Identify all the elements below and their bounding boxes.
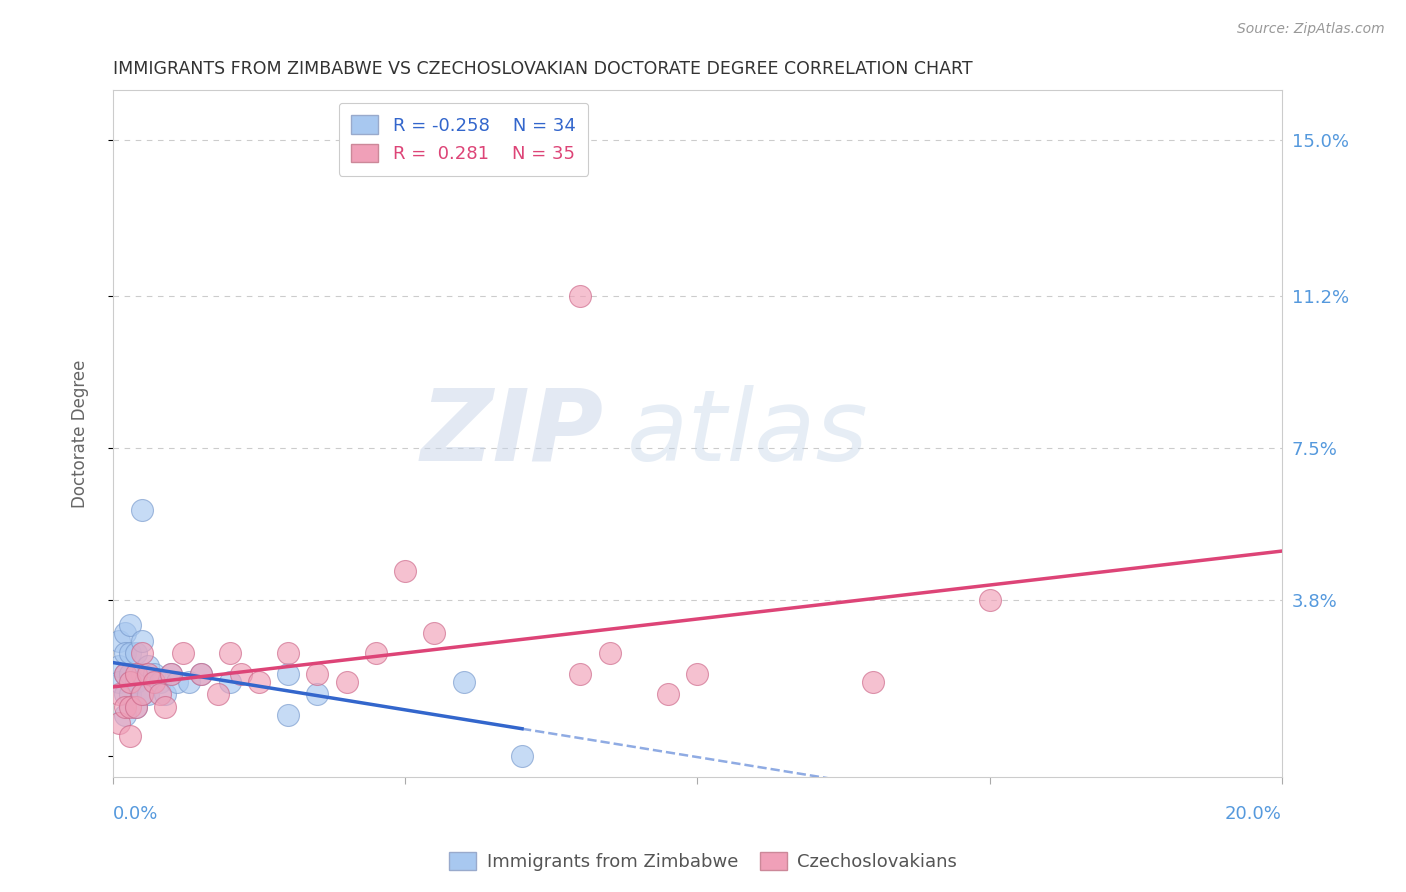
Point [160,667,183,681]
Point [107,634,129,648]
Text: IMMIGRANTS FROM ZIMBABWE VS CZECHOSLOVAKIAN DOCTORATE DEGREE CORRELATION CHART: IMMIGRANTS FROM ZIMBABWE VS CZECHOSLOVAK… [112,60,973,78]
Point [114,625,136,640]
Point [125,667,148,681]
Point [131,634,153,648]
Point [114,708,136,723]
Point [107,675,129,690]
Point [657,688,679,702]
Point [142,667,165,681]
Point [277,667,299,681]
Point [979,593,1001,607]
Legend: R = -0.258    N = 34, R =  0.281    N = 35: R = -0.258 N = 34, R = 0.281 N = 35 [339,103,589,176]
Point [394,564,416,578]
Point [136,658,159,673]
Point [423,625,446,640]
Point [125,699,148,714]
Point [142,675,165,690]
Point [131,667,153,681]
Point [155,688,177,702]
Point [131,646,153,660]
Text: ZIP: ZIP [420,385,605,482]
Point [231,667,253,681]
Point [599,646,621,660]
Point [125,675,148,690]
Point [190,667,212,681]
Point [114,688,136,702]
Point [120,688,142,702]
Point [160,667,183,681]
Point [120,617,142,632]
Point [453,675,475,690]
Point [569,667,592,681]
Point [136,667,159,681]
Point [114,699,136,714]
Point [131,688,153,702]
Point [190,667,212,681]
Point [107,658,129,673]
Point [131,502,153,516]
Point [218,646,240,660]
Point [277,646,299,660]
Text: atlas: atlas [627,385,869,482]
Point [107,688,129,702]
Point [136,688,159,702]
Legend: Immigrants from Zimbabwe, Czechoslovakians: Immigrants from Zimbabwe, Czechoslovakia… [441,845,965,879]
Point [149,675,172,690]
Point [120,667,142,681]
Point [120,646,142,660]
Point [125,646,148,660]
Point [120,675,142,690]
Point [125,699,148,714]
Point [862,675,884,690]
Point [120,699,142,714]
Point [131,688,153,702]
Y-axis label: Doctorate Degree: Doctorate Degree [72,359,89,508]
Text: 0.0%: 0.0% [112,805,159,823]
Point [247,675,270,690]
Point [686,667,709,681]
Point [177,675,200,690]
Point [166,675,188,690]
Point [336,675,359,690]
Point [114,667,136,681]
Point [569,289,592,303]
Point [307,667,329,681]
Point [149,688,172,702]
Point [107,716,129,731]
Text: 20.0%: 20.0% [1225,805,1282,823]
Point [155,699,177,714]
Point [277,708,299,723]
Point [114,646,136,660]
Point [207,688,229,702]
Point [510,749,533,764]
Point [218,675,240,690]
Point [114,667,136,681]
Point [364,646,387,660]
Point [172,646,194,660]
Text: Source: ZipAtlas.com: Source: ZipAtlas.com [1237,22,1385,37]
Point [307,688,329,702]
Point [120,729,142,743]
